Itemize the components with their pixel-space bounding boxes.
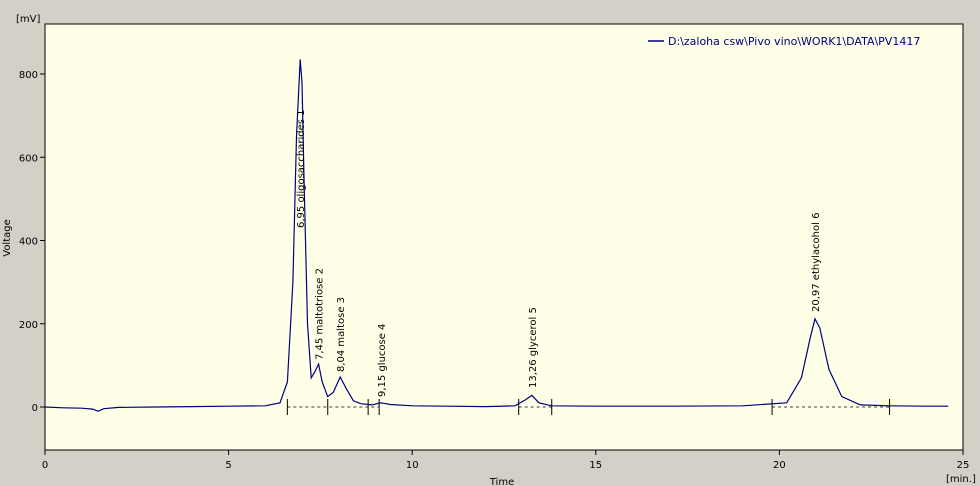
peak-label: 9,15 glucose 4: [377, 324, 388, 397]
x-tick-label: 15: [589, 460, 602, 471]
x-axis-ticks: 0 5 10 15 20 25: [42, 450, 970, 471]
peak-label: 8,04 maltose 3: [336, 297, 347, 372]
peak-label: 7,45 maltotriose 2: [315, 268, 326, 360]
y-tick-label: 600: [19, 153, 38, 164]
peak-labels: 6,95 oligosaccharides 1 7,45 maltotriose …: [296, 109, 822, 397]
y-tick-label: 400: [19, 237, 38, 248]
x-unit-label: [min.]: [946, 474, 976, 485]
y-tick-label: 0: [32, 403, 38, 414]
peak-label: 6,95 oligosaccharides 1: [296, 109, 307, 228]
x-tick-label: 0: [42, 460, 48, 471]
y-tick-label: 800: [19, 70, 38, 81]
y-axis-ticks: 0 200 400 600 800: [19, 70, 45, 414]
x-tick-label: 10: [406, 460, 419, 471]
trace-layer: [44, 59, 949, 412]
peak-label: 20,97 ethylacohol 6: [811, 213, 822, 312]
series-line: [44, 59, 949, 412]
y-axis-title: Voltage: [2, 219, 13, 257]
legend: D:\zaloha csw\Pivo vino\WORK1\DATA\PV141…: [648, 35, 920, 48]
x-tick-label: 20: [773, 460, 786, 471]
legend-series-name: D:\zaloha csw\Pivo vino\WORK1\DATA\PV141…: [668, 35, 920, 48]
y-tick-label: 200: [19, 320, 38, 331]
peak-label: 13,26 glycerol 5: [528, 307, 539, 388]
x-tick-label: 25: [957, 460, 970, 471]
x-tick-label: 5: [225, 460, 231, 471]
integration-markers: [286, 399, 891, 415]
x-axis-title: Time: [489, 477, 514, 486]
y-unit-label: [mV]: [16, 14, 40, 25]
plot-area: [44, 23, 964, 451]
